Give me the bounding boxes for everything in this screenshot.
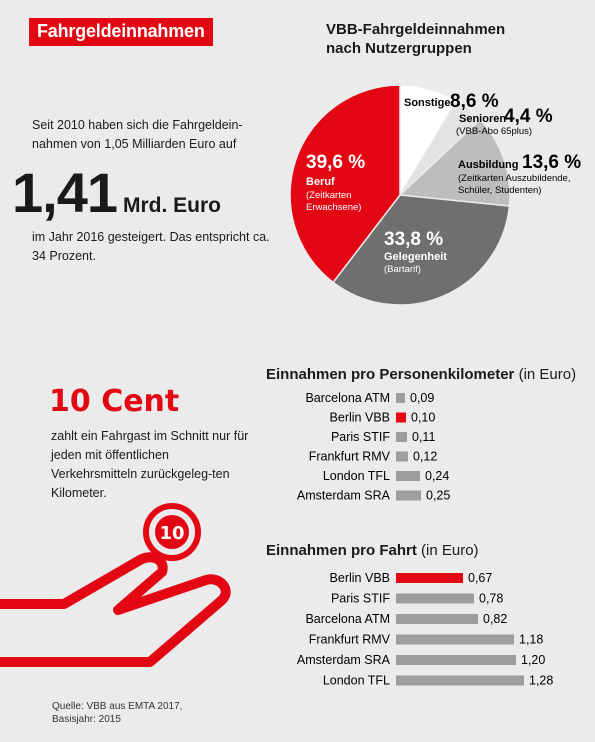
revenue-unit: Mrd. Euro — [123, 194, 221, 217]
bar-category-frankfurt-rmv: Frankfurt RMV — [309, 450, 391, 464]
slice-value-sonstige: 8,6 % — [450, 91, 499, 112]
bar-value-berlin-vbb: 0,10 — [411, 411, 435, 425]
slice-value-ausbildung: 13,6 % — [522, 152, 581, 173]
bar-frankfurt-rmv — [396, 451, 408, 462]
hand-coin-icon: 10 — [0, 503, 231, 667]
bar-chart-2-title: Einnahmen pro Fahrt (in Euro) — [266, 542, 479, 559]
cent-text: zahlt ein Fahrgast im Schnitt nur für je… — [51, 429, 249, 500]
bar-category-amsterdam-sra: Amsterdam SRA — [297, 489, 391, 503]
bar-value-frankfurt-rmv: 0,12 — [413, 450, 437, 464]
bar-london-tfl — [396, 471, 420, 481]
bar-category-berlin-vbb: Berlin VBB — [330, 571, 390, 585]
hand-icon — [0, 552, 231, 667]
bar-value-amsterdam-sra: 0,25 — [426, 489, 450, 503]
slice-sub-beruf-2: Erwachsene) — [306, 202, 361, 213]
bar-value-frankfurt-rmv: 1,18 — [519, 633, 543, 647]
bar-chart-2-title-text: Einnahmen pro Fahrt — [266, 542, 417, 559]
bar-barcelona-atm — [396, 393, 405, 403]
slice-name-senioren: Senioren — [459, 113, 506, 125]
cent-headline: 10 Cent — [49, 384, 180, 419]
bar-amsterdam-sra — [396, 490, 421, 501]
bar-category-barcelona-atm: Barcelona ATM — [305, 612, 390, 626]
bar-london-tfl — [396, 675, 524, 686]
slice-value-gelegenheit: 33,8 % — [384, 229, 443, 250]
bar-value-paris-stif: 0,78 — [479, 592, 503, 606]
intro-text: Seit 2010 haben sich die Fahrgeldein-nah… — [32, 118, 243, 151]
bar-value-barcelona-atm: 0,09 — [410, 391, 434, 405]
bar-amsterdam-sra — [396, 655, 516, 665]
pie-title-line1: VBB-Fahrgeldeinnahmen — [326, 21, 506, 38]
revenue-figure: 1,41 Mrd. Euro — [12, 160, 221, 225]
pie-slice-gelegenheit — [332, 194, 511, 306]
bar-category-amsterdam-sra: Amsterdam SRA — [297, 653, 391, 667]
intro-text-continued: im Jahr 2016 gesteigert. Das entspricht … — [32, 230, 270, 263]
bar-paris-stif — [396, 593, 474, 604]
bar-berlin-vbb — [396, 412, 406, 423]
bar-category-london-tfl: London TFL — [323, 674, 390, 688]
slice-sub-ausbildung-1: (Zeitkarten Auszubildende, — [458, 173, 570, 184]
bar-category-frankfurt-rmv: Frankfurt RMV — [309, 633, 391, 647]
pie-chart-title: VBB-Fahrgeldeinnahmen nach Nutzergruppen — [326, 20, 505, 58]
bar-value-berlin-vbb: 0,67 — [468, 571, 492, 585]
bar-category-barcelona-atm: Barcelona ATM — [305, 391, 390, 405]
bar-category-london-tfl: London TFL — [323, 469, 390, 483]
bar-chart-2-unit: (in Euro) — [421, 542, 479, 559]
bar-chart-1-unit: (in Euro) — [518, 366, 577, 383]
pie-slice-ausbildung — [398, 118, 511, 207]
source-note: Quelle: VBB aus EMTA 2017, Basisjahr: 20… — [52, 700, 182, 726]
slice-name-gelegenheit: Gelegenheit — [384, 251, 447, 263]
slice-name-ausbildung: Ausbildung — [458, 159, 519, 171]
bar-category-berlin-vbb: Berlin VBB — [330, 411, 390, 425]
pie-title-line2: nach Nutzergruppen — [326, 40, 472, 57]
bar-value-paris-stif: 0,11 — [412, 430, 435, 444]
bar-value-amsterdam-sra: 1,20 — [521, 653, 545, 667]
bar-paris-stif — [396, 432, 407, 442]
pie-slice-beruf — [289, 84, 401, 284]
section-badge: Fahrgeldeinnahmen — [29, 18, 213, 46]
source-line1: Quelle: VBB aus EMTA 2017, — [52, 701, 183, 712]
bar-chart-1-title-text: Einnahmen pro Personenkilometer — [266, 366, 515, 383]
bar-chart-1-title: Einnahmen pro Personenkilometer (in Euro… — [266, 366, 576, 383]
bar-frankfurt-rmv — [396, 634, 514, 645]
slice-sub-ausbildung-2: Schüler, Studenten) — [458, 185, 541, 196]
bar-category-paris-stif: Paris STIF — [331, 430, 390, 444]
coin-icon: 10 — [143, 503, 201, 561]
slice-value-beruf: 39,6 % — [306, 152, 365, 173]
slice-sub-senioren: (VBB-Abo 65plus) — [456, 126, 532, 137]
slice-name-beruf: Beruf — [306, 176, 335, 188]
bar-value-london-tfl: 0,24 — [425, 469, 449, 483]
source-line2: Basisjahr: 2015 — [52, 714, 121, 725]
bar-category-paris-stif: Paris STIF — [331, 592, 390, 606]
bar-berlin-vbb — [396, 573, 463, 583]
slice-name-sonstige: Sonstige — [404, 97, 450, 109]
bar-barcelona-atm — [396, 614, 478, 624]
bar-value-barcelona-atm: 0,82 — [483, 612, 507, 626]
slice-sub-beruf-1: (Zeitkarten — [306, 190, 351, 201]
coin-label: 10 — [159, 523, 184, 544]
revenue-value: 1,41 — [12, 161, 118, 224]
bar-value-london-tfl: 1,28 — [529, 674, 553, 688]
slice-value-senioren: 4,4 % — [504, 106, 553, 127]
slice-sub-gelegenheit: (Bartarif) — [384, 264, 421, 275]
